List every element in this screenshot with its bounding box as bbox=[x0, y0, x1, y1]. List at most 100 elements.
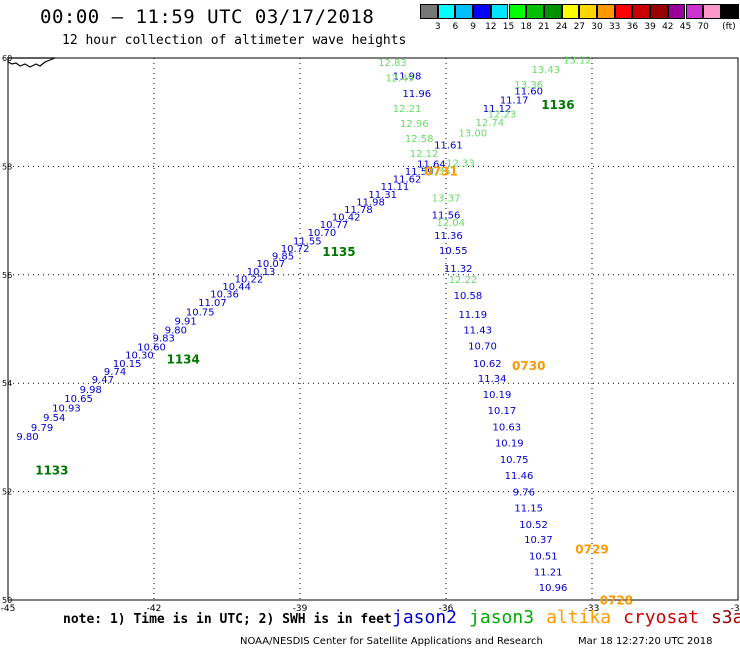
legend-label: 24 bbox=[555, 22, 568, 32]
wave-height-label: 12.74 bbox=[475, 118, 504, 129]
wave-height-label: 9.98 bbox=[80, 385, 102, 396]
legend-swatch bbox=[650, 4, 668, 19]
wave-height-label: 10.62 bbox=[473, 359, 502, 370]
wave-height-label: 9.85 bbox=[272, 252, 294, 263]
legend-label: 15 bbox=[502, 22, 515, 32]
wave-height-label: 11.46 bbox=[505, 471, 534, 482]
lat-tick-label: 54 bbox=[2, 379, 12, 388]
wave-height-label: 11.96 bbox=[402, 89, 431, 100]
wave-height-label: 9.80 bbox=[16, 432, 38, 443]
legend-swatch bbox=[526, 4, 544, 19]
pass-label: 0731 bbox=[424, 165, 457, 179]
wave-height-label: 12.35 bbox=[422, 167, 451, 178]
legend-swatch bbox=[597, 4, 615, 19]
wave-height-label: 11.34 bbox=[478, 374, 507, 385]
wave-height-label: 10.22 bbox=[235, 274, 264, 285]
wave-height-label: 10.70 bbox=[308, 228, 337, 239]
satellite-legend: jason2 jason3 altika cryosat s3a bbox=[392, 607, 740, 628]
wave-height-label: 10.77 bbox=[320, 220, 349, 231]
wave-height-label: 9.79 bbox=[31, 423, 53, 434]
wave-height-label: 13.43 bbox=[531, 65, 560, 76]
legend-label: 30 bbox=[591, 22, 603, 32]
wave-height-label: 11.12 bbox=[483, 104, 512, 115]
wave-height-label: 10.42 bbox=[332, 213, 361, 224]
wave-height-label: 10.75 bbox=[500, 455, 529, 466]
satellite-altika: altika bbox=[546, 607, 612, 628]
legend-label: 27 bbox=[573, 22, 586, 32]
legend-swatch bbox=[490, 4, 509, 19]
wave-height-label: 11.21 bbox=[534, 568, 563, 579]
wave-height-label: 10.15 bbox=[113, 359, 142, 370]
wave-height-label: 13.37 bbox=[432, 194, 461, 205]
lon-tick-label: -30 bbox=[731, 604, 740, 614]
wave-height-label: 11.31 bbox=[368, 190, 397, 201]
wave-height-label: 12.21 bbox=[393, 104, 422, 115]
lat-tick-label: 60 bbox=[2, 54, 12, 63]
wave-height-label: 12.83 bbox=[378, 58, 407, 69]
legend-swatch bbox=[473, 4, 491, 19]
page-title: 00:00 – 11:59 UTC 03/17/2018 bbox=[40, 6, 375, 28]
wave-height-label: 10.55 bbox=[439, 246, 468, 257]
wave-height-label: 11.62 bbox=[393, 175, 422, 186]
wave-height-label: 11.15 bbox=[514, 504, 543, 515]
wave-height-label: 9.80 bbox=[165, 325, 187, 336]
map-frame bbox=[7, 57, 739, 601]
wave-height-label: 11.59 bbox=[405, 167, 434, 178]
wave-height-label: 9.74 bbox=[104, 367, 126, 378]
wave-height-label: 10.19 bbox=[495, 439, 524, 450]
legend-swatch bbox=[632, 4, 651, 19]
wave-height-label: 9.54 bbox=[43, 413, 65, 424]
legend-swatch bbox=[667, 4, 686, 19]
legend-unit: (ft) bbox=[722, 22, 736, 32]
wave-height-label: 12.23 bbox=[488, 110, 517, 121]
legend-swatch bbox=[543, 4, 562, 19]
legend-label: 18 bbox=[520, 22, 532, 32]
lat-tick-label: 50 bbox=[2, 596, 12, 605]
legend-swatch bbox=[703, 4, 721, 19]
coastline bbox=[7, 57, 56, 68]
page-subtitle: 12 hour collection of altimeter wave hei… bbox=[62, 33, 407, 48]
legend-label: 42 bbox=[662, 22, 674, 32]
wave-height-label: 10.75 bbox=[186, 307, 215, 318]
wave-height-label: 12.49 bbox=[385, 73, 414, 84]
pass-label: 0729 bbox=[575, 542, 608, 556]
legend-swatch bbox=[420, 4, 438, 19]
wave-height-label: 10.07 bbox=[256, 259, 285, 270]
wave-height-label: 11.78 bbox=[344, 205, 373, 216]
wave-height-label: 10.30 bbox=[125, 350, 154, 361]
wave-height-label: 11.55 bbox=[293, 236, 322, 247]
lon-tick-label: -45 bbox=[1, 604, 16, 614]
legend-label: 12 bbox=[485, 22, 497, 32]
lat-tick-label: 56 bbox=[2, 271, 12, 280]
wave-height-label: 10.72 bbox=[281, 244, 310, 255]
legend-swatch bbox=[561, 4, 580, 19]
wave-height-label: 10.96 bbox=[539, 583, 568, 594]
legend-label: 36 bbox=[626, 22, 639, 32]
wave-height-label: 11.64 bbox=[417, 159, 446, 170]
wave-height-label: 10.37 bbox=[524, 535, 553, 546]
wave-height-label: 10.44 bbox=[222, 282, 251, 293]
wave-height-label: 9.91 bbox=[175, 317, 197, 328]
wave-height-label: 11.60 bbox=[514, 86, 543, 97]
legend-swatch bbox=[720, 4, 739, 19]
wave-height-label: 11.36 bbox=[434, 231, 463, 242]
legend-swatch bbox=[685, 4, 704, 19]
wave-height-label: 10.13 bbox=[247, 267, 276, 278]
pass-label: 1136 bbox=[541, 98, 574, 112]
legend-label: 33 bbox=[608, 22, 621, 32]
pass-label: 1134 bbox=[166, 353, 199, 367]
wave-height-label: 13.12 bbox=[563, 55, 592, 66]
pass-label: 0730 bbox=[512, 359, 545, 373]
satellite-s3a: s3a bbox=[710, 607, 740, 628]
wave-height-label: 12.58 bbox=[405, 134, 434, 145]
pass-label: 1135 bbox=[322, 245, 355, 259]
note-text: note: 1) Time is in UTC; 2) SWH is in fe… bbox=[63, 612, 392, 627]
wave-height-label: 10.36 bbox=[210, 290, 239, 301]
wave-height-label: 11.11 bbox=[381, 182, 410, 193]
legend-swatch bbox=[614, 4, 633, 19]
lat-tick-label: 52 bbox=[2, 488, 12, 497]
satellite-jason2: jason2 bbox=[392, 607, 458, 628]
legend-swatch bbox=[508, 4, 527, 19]
wave-height-label: 12.96 bbox=[400, 119, 429, 130]
